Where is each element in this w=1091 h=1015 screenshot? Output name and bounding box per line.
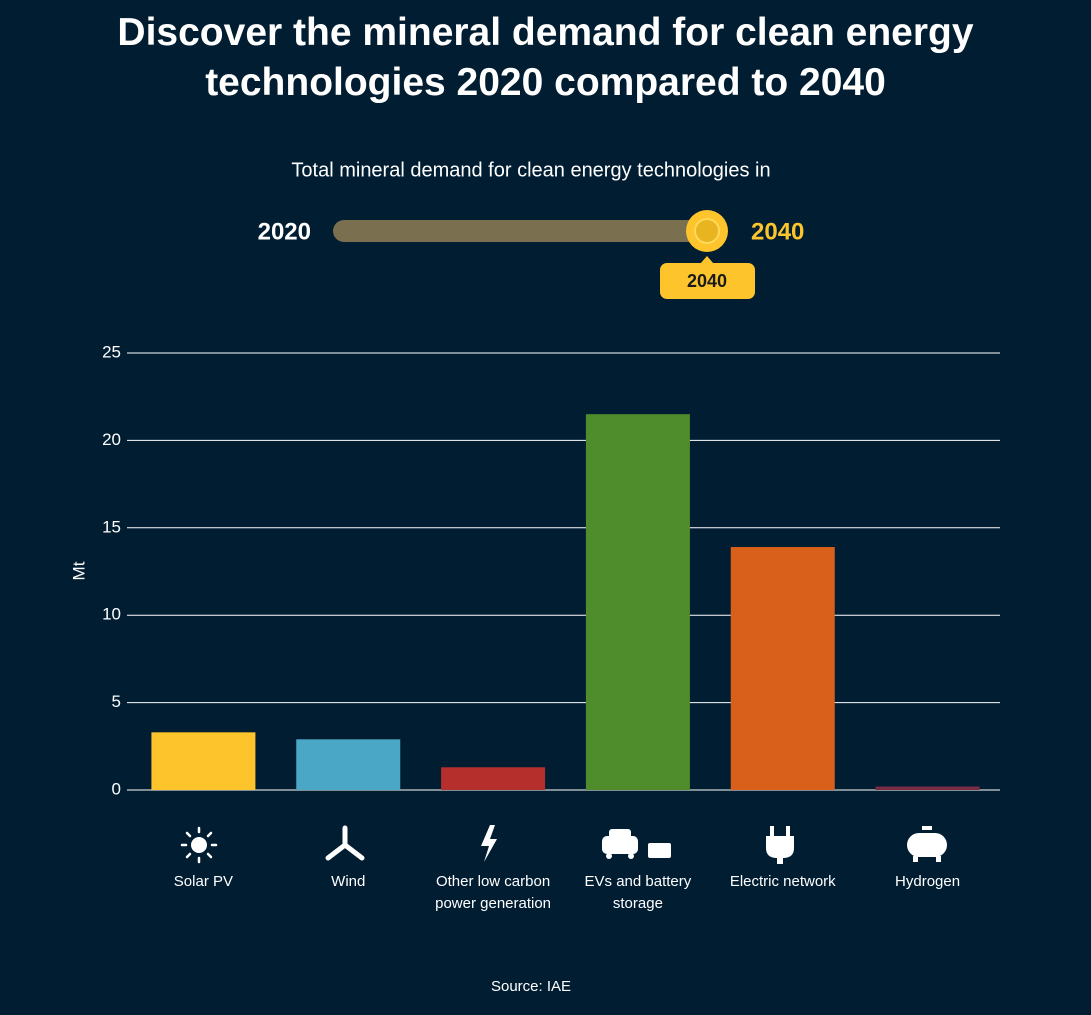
x-tick-label: EVs and battery storage (584, 873, 692, 912)
title-block: Discover the mineral demand for clean en… (40, 8, 1051, 108)
slider-max-label: 2040 (751, 218, 804, 245)
icons (180, 825, 947, 864)
x-tick-label: Other low carbon power generation (435, 873, 552, 912)
subtitle: Total mineral demand for clean energy te… (291, 159, 770, 181)
tooltip-label: 2040 (687, 271, 727, 291)
bar (151, 732, 256, 790)
y-axis-label: Mt (69, 561, 88, 580)
source: Source: IAE (491, 978, 571, 995)
bar (441, 767, 546, 790)
y-tick-label: 15 (102, 517, 121, 536)
slider-track[interactable] (333, 220, 718, 242)
y-tick-label: 25 (102, 342, 121, 361)
x-tick-label: Electric network (729, 873, 836, 890)
slider-knob-inner (694, 218, 720, 244)
bar (585, 414, 690, 790)
y-tick-label: 10 (102, 605, 121, 624)
x-tick-label: Wind (331, 873, 366, 890)
tooltip-arrow (700, 256, 714, 264)
y-tick-label: 20 (102, 430, 121, 449)
chart-title: Discover the mineral demand for clean en… (117, 11, 974, 104)
y-tick-label: 5 (112, 692, 121, 711)
x-tick-label: Solar PV (173, 873, 233, 890)
y-tick-label: 0 (112, 779, 121, 798)
bar (296, 739, 401, 790)
tooltip (660, 263, 755, 299)
bar (730, 547, 835, 790)
slider-min-label: 2020 (258, 218, 311, 245)
x-tick-label: Hydrogen (895, 873, 961, 890)
bar (875, 786, 980, 790)
